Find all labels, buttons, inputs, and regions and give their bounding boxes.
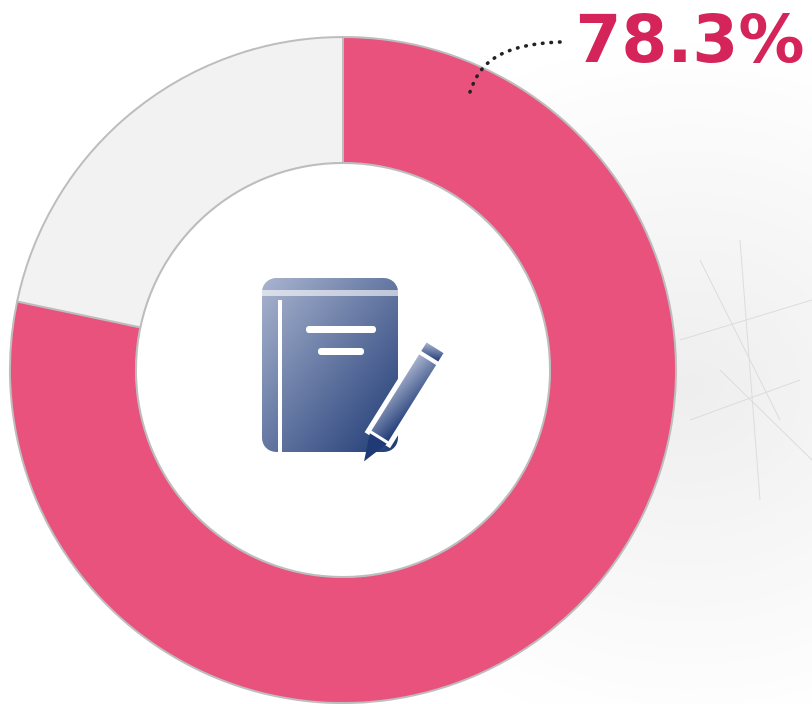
value-label: 78.3%	[576, 1, 805, 78]
network-decoration	[679, 239, 812, 501]
notebook-icon	[262, 278, 444, 462]
label-leader	[468, 40, 562, 94]
